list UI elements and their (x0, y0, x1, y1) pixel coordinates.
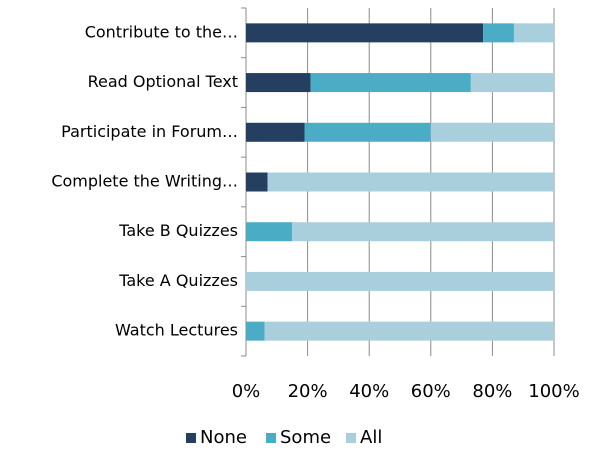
y-tick-label: Participate in Forum… (61, 122, 238, 141)
bar-segment (246, 321, 265, 341)
bar-segment (292, 222, 554, 242)
bar-segment (310, 73, 471, 93)
y-tick-label: Take B Quizzes (118, 221, 238, 240)
x-tick-label: 40% (349, 381, 389, 402)
bar-segment (246, 23, 484, 43)
legend-swatch (266, 433, 276, 443)
y-tick-label: Read Optional Text (88, 72, 238, 91)
legend-swatch (186, 433, 196, 443)
bar-segment (246, 222, 293, 242)
x-tick-label: 60% (411, 381, 451, 402)
bar-segment (430, 122, 554, 142)
y-tick-label: Take A Quizzes (118, 271, 238, 290)
x-tick-label: 0% (232, 381, 261, 402)
bar-segment (246, 271, 554, 291)
bar-segment (246, 122, 305, 142)
legend-label: All (360, 427, 382, 448)
legend-label: None (200, 427, 247, 448)
legend-label: Some (280, 427, 331, 448)
bar-segment (470, 73, 554, 93)
bar-segment (304, 122, 431, 142)
legend-swatch (346, 433, 356, 443)
bar-segment (264, 321, 554, 341)
x-tick-label: 20% (288, 381, 328, 402)
x-tick-label: 80% (472, 381, 512, 402)
bar-segment (246, 73, 311, 93)
y-tick-label: Contribute to the… (85, 22, 238, 41)
bar-segment (483, 23, 514, 43)
y-tick-label: Complete the Writing… (51, 172, 238, 191)
x-tick-label: 100% (528, 381, 579, 402)
bar-segment (513, 23, 554, 43)
bar-segment (267, 172, 554, 192)
y-tick-label: Watch Lectures (115, 321, 238, 340)
bar-segment (246, 172, 268, 192)
